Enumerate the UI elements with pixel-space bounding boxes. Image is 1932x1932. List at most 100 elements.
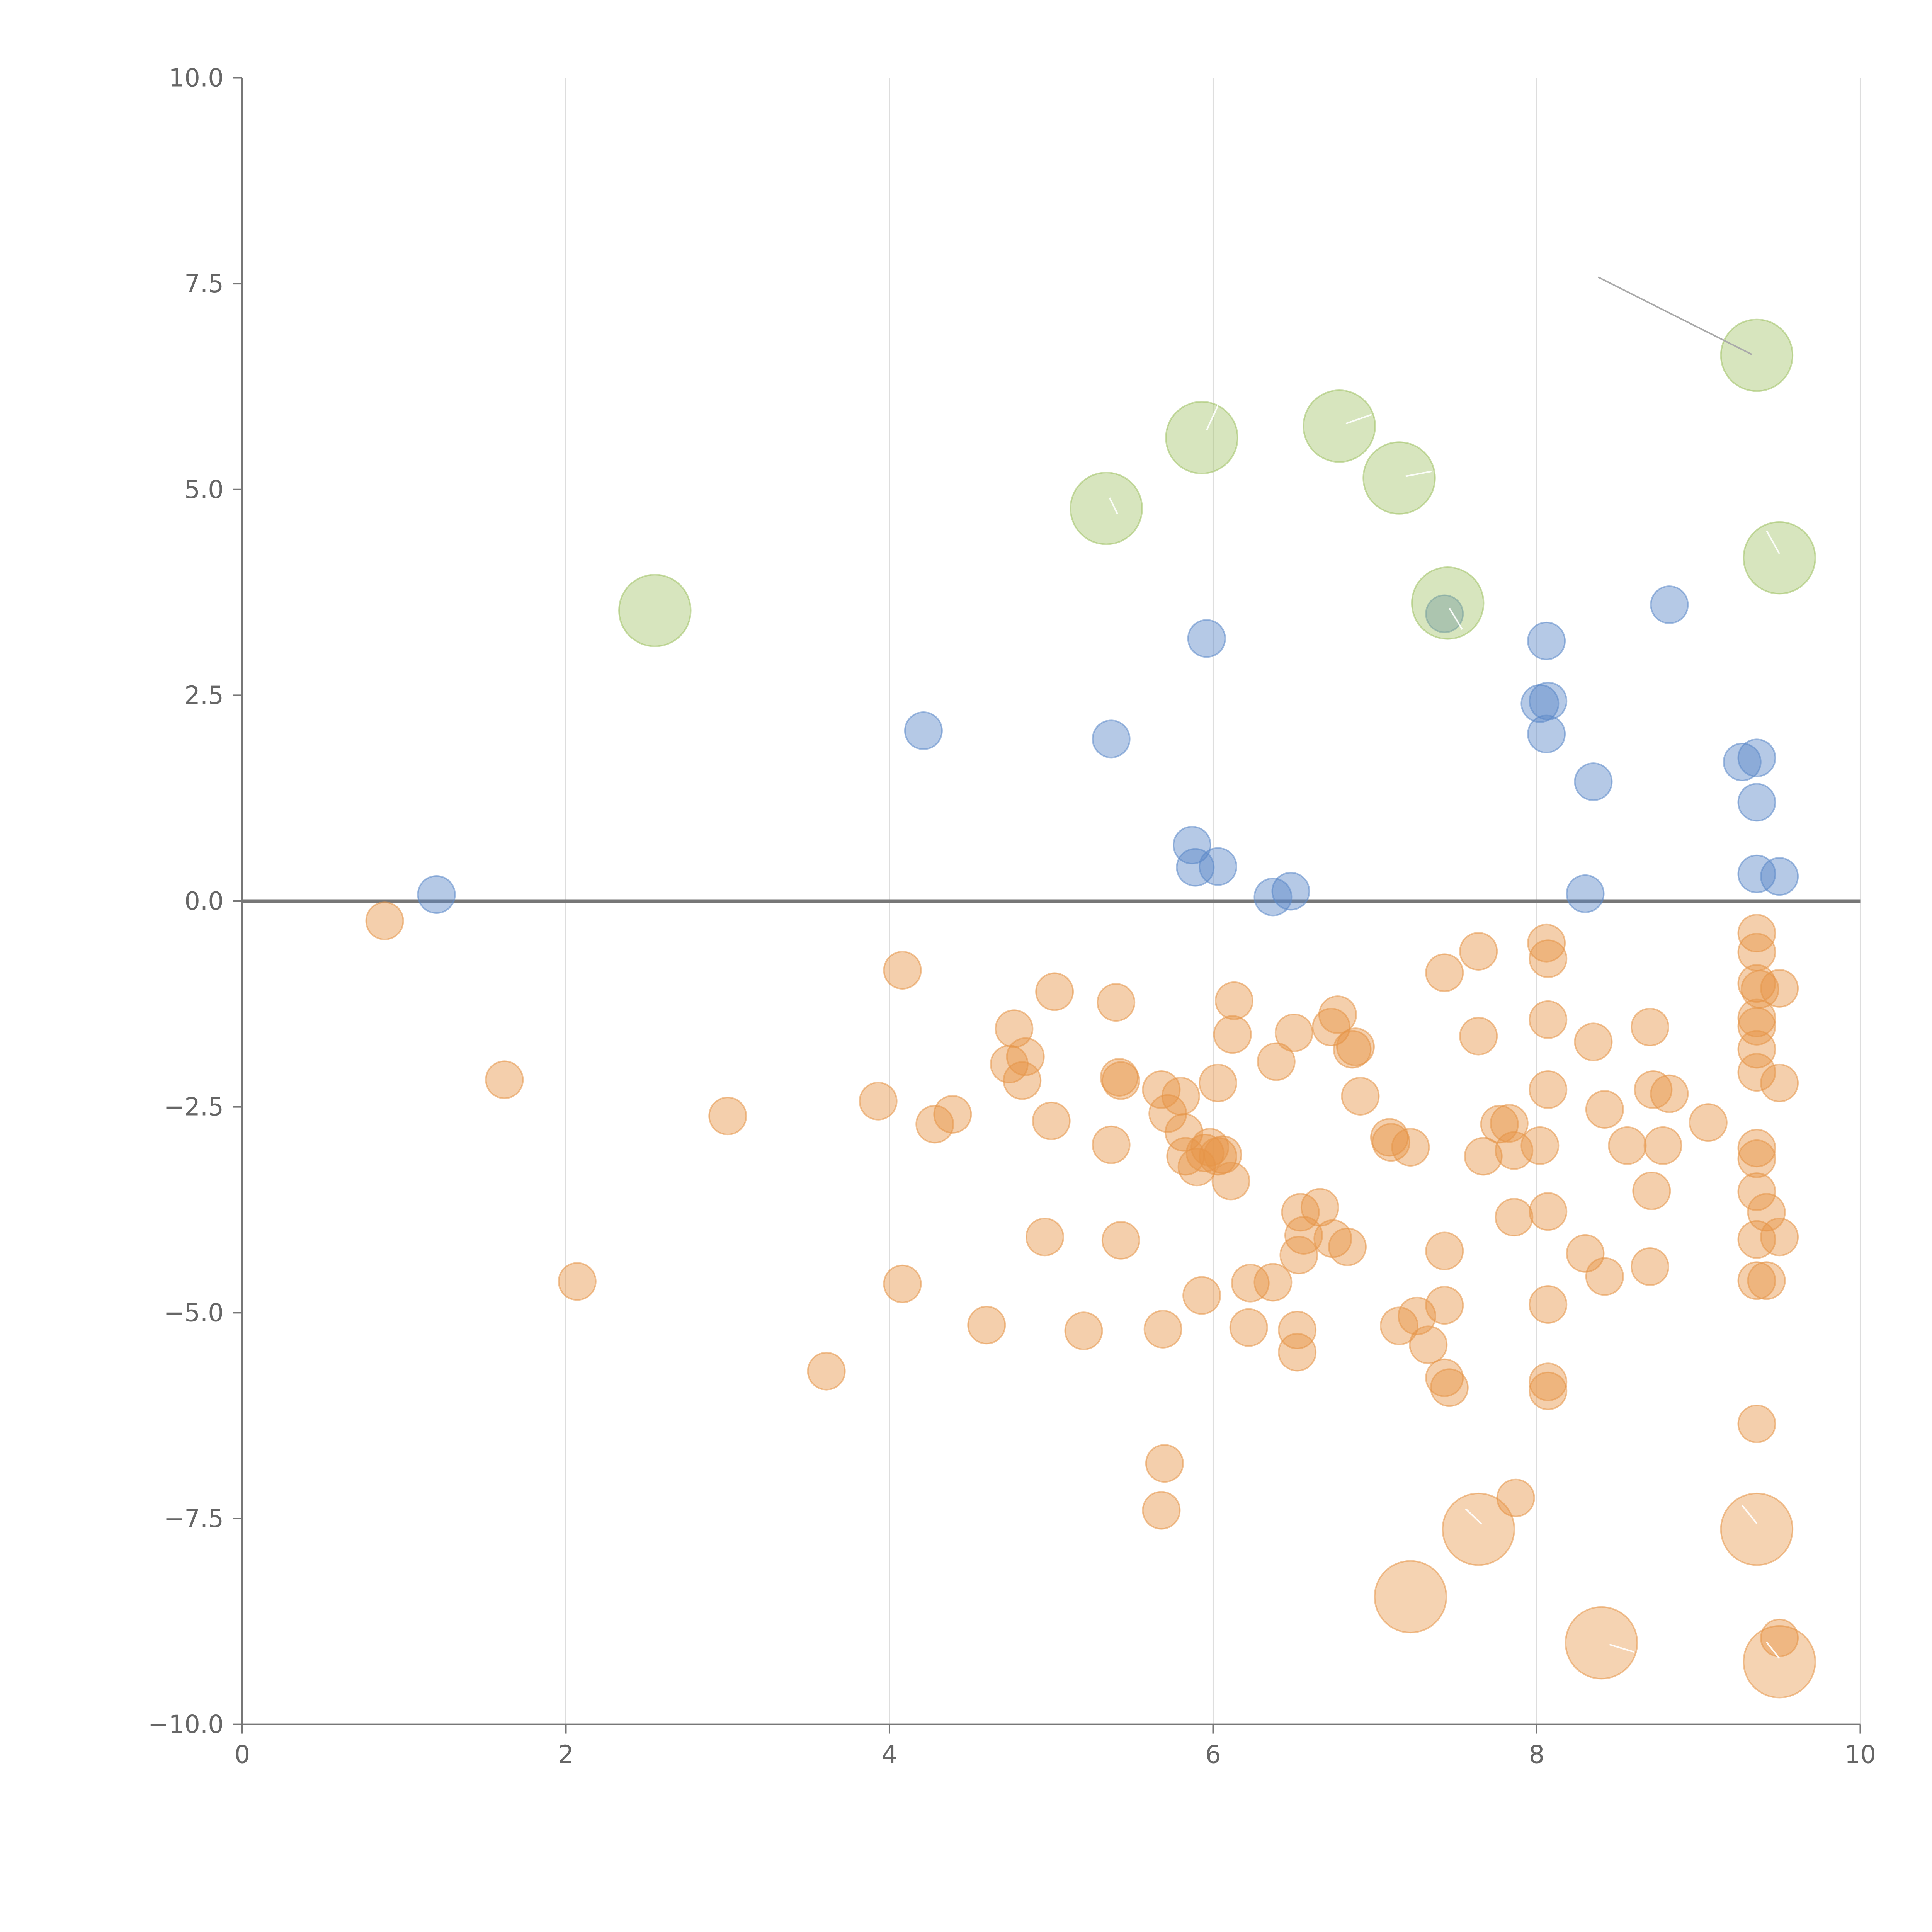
point-negative-43 [1229, 1308, 1268, 1347]
point-negative-29 [1161, 1077, 1200, 1116]
point-negative-72 [1459, 1017, 1498, 1056]
annotation-line-10 [1766, 1641, 1780, 1659]
y-tick-label-2: 5.0 [184, 476, 224, 504]
point-negative-109 [1737, 1139, 1776, 1178]
point-positive-9 [1425, 594, 1464, 633]
point-negative-80 [1529, 939, 1568, 978]
point-negative-95 [1632, 1172, 1671, 1210]
point-highlight-4 [1362, 441, 1436, 515]
point-negative-82 [1529, 1070, 1568, 1109]
point-negative-116 [1760, 969, 1799, 1008]
point-negative-115 [1737, 1404, 1776, 1443]
point-negative-1 [485, 1060, 524, 1099]
point-negative-10 [967, 1306, 1006, 1345]
point-negative-3 [708, 1097, 747, 1136]
point-highlight_negative-0 [1374, 1560, 1447, 1634]
point-highlight_negative-3 [1720, 1492, 1794, 1566]
x-tick-label-3: 6 [1205, 1741, 1221, 1769]
point-positive-10 [1527, 621, 1566, 660]
point-negative-14 [1003, 1061, 1042, 1100]
point-negative-89 [1566, 1234, 1605, 1273]
point-negative-48 [1278, 1333, 1317, 1372]
point-negative-90 [1585, 1090, 1624, 1129]
point-negative-84 [1529, 1192, 1568, 1231]
point-negative-118 [1760, 1218, 1799, 1257]
point-negative-92 [1608, 1126, 1647, 1165]
point-negative-66 [1425, 953, 1464, 992]
point-negative-61 [1372, 1123, 1411, 1162]
point-negative-71 [1459, 932, 1498, 971]
annotation-line-5 [1449, 607, 1463, 630]
point-positive-0 [417, 875, 456, 914]
point-positive-3 [1187, 619, 1226, 658]
point-negative-2 [558, 1262, 597, 1301]
point-negative-65 [1409, 1325, 1448, 1364]
point-negative-59 [1341, 1077, 1380, 1116]
point-positive-18 [1737, 738, 1776, 777]
point-negative-67 [1425, 1231, 1464, 1270]
point-negative-0 [365, 901, 404, 940]
point-negative-45 [1257, 1042, 1296, 1081]
y-tick-label-7: −7.5 [164, 1505, 224, 1533]
point-negative-21 [1101, 1061, 1140, 1100]
point-negative-37 [1203, 1135, 1242, 1174]
point-negative-77 [1495, 1131, 1534, 1170]
point-negative-107 [1737, 1053, 1776, 1092]
y-tick-label-3: 2.5 [184, 681, 224, 710]
y-tick-label-6: −5.0 [164, 1299, 224, 1327]
point-negative-18 [1064, 1311, 1103, 1350]
y-tick-label-1: 7.5 [184, 270, 224, 298]
point-negative-105 [1737, 1007, 1776, 1046]
point-negative-58 [1336, 1027, 1375, 1066]
point-negative-42 [1231, 1264, 1270, 1303]
annotation-line-4 [1109, 497, 1119, 515]
point-negative-62 [1391, 1128, 1430, 1167]
point-negative-83 [1520, 1126, 1560, 1165]
point-negative-114 [1747, 1261, 1786, 1300]
point-negative-51 [1279, 1236, 1318, 1275]
point-negative-27 [1142, 1491, 1181, 1530]
point-negative-40 [1213, 1015, 1252, 1054]
y-tick-label-4: 0.0 [184, 887, 224, 916]
point-positive-13 [1527, 714, 1566, 753]
point-negative-98 [1650, 1074, 1689, 1113]
x-tick-label-2: 4 [882, 1741, 898, 1769]
point-positive-15 [1566, 874, 1605, 913]
point-positive-5 [1176, 848, 1215, 887]
point-negative-79 [1527, 923, 1566, 963]
annotation-line-8 [1742, 1505, 1758, 1524]
point-positive-12 [1529, 682, 1568, 721]
point-negative-117 [1760, 1063, 1799, 1102]
points-layer [365, 318, 1816, 1699]
point-positive-17 [1723, 743, 1762, 781]
point-negative-38 [1199, 1063, 1238, 1102]
annotation-line-2 [1345, 414, 1372, 425]
point-positive-16 [1650, 585, 1689, 624]
point-negative-88 [1574, 1022, 1613, 1061]
point-negative-22 [1092, 1125, 1131, 1164]
annotation-line-1 [1206, 405, 1219, 431]
point-negative-91 [1585, 1257, 1624, 1296]
point-negative-56 [1328, 1227, 1367, 1266]
point-negative-73 [1464, 1137, 1503, 1176]
point-highlight_negative-1 [1442, 1492, 1515, 1566]
annotation-layer [1109, 276, 1780, 1659]
point-negative-57 [1333, 1030, 1372, 1069]
point-negative-6 [883, 951, 922, 990]
point-negative-54 [1318, 995, 1357, 1034]
axis-layer: 0 2 4 6 8 10 10.0 7.5 5.0 2.5 0.0 −2.5 −5.0 −7.5 −10.0 [148, 64, 1876, 1769]
annotation-line-0 [1598, 276, 1752, 355]
point-highlight-6 [1720, 318, 1794, 392]
point-positive-6 [1199, 847, 1238, 886]
point-negative-9 [933, 1095, 972, 1134]
point-negative-15 [1025, 1218, 1064, 1257]
point-negative-68 [1425, 1286, 1464, 1325]
point-negative-93 [1631, 1008, 1670, 1047]
point-negative-46 [1274, 1013, 1313, 1052]
point-negative-78 [1495, 1198, 1534, 1237]
point-negative-102 [1737, 964, 1776, 1003]
point-negative-86 [1529, 1362, 1568, 1401]
point-positive-19 [1737, 783, 1776, 822]
point-negative-25 [1143, 1310, 1182, 1349]
